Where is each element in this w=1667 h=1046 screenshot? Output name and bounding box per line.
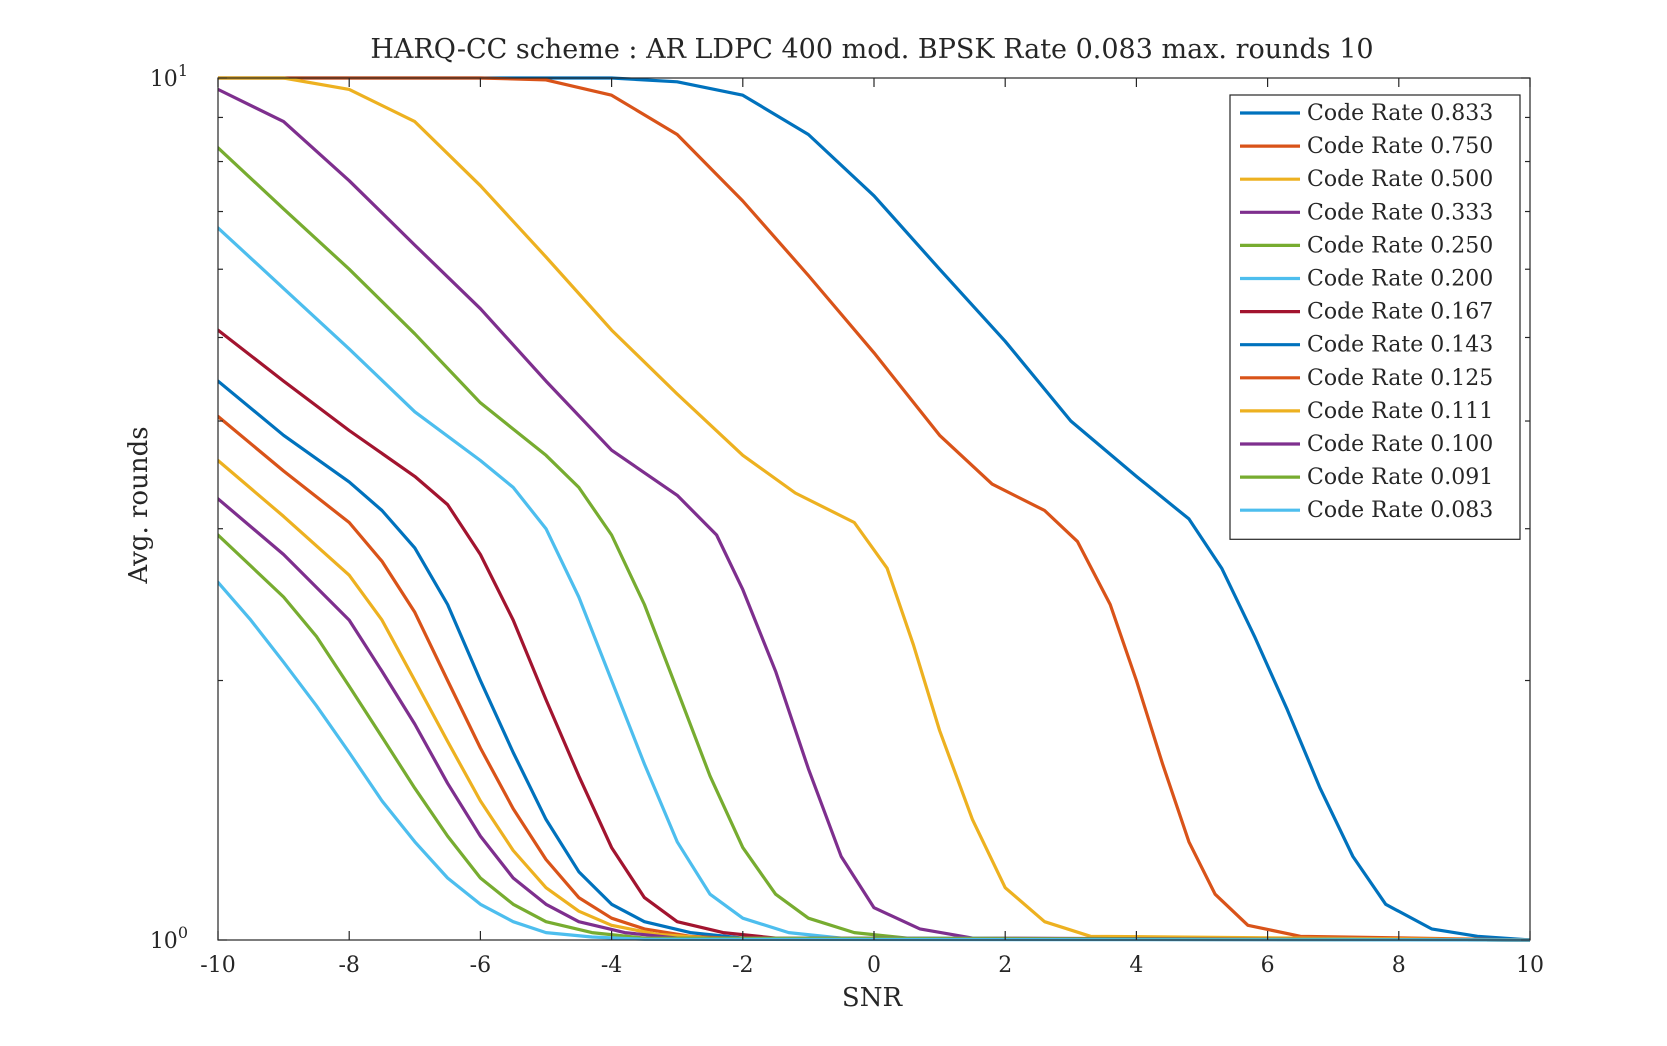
legend-label: Code Rate 0.250	[1307, 233, 1493, 258]
legend-entry: Code Rate 0.100	[1240, 432, 1493, 457]
legend-label: Code Rate 0.333	[1307, 200, 1493, 225]
legend-label: Code Rate 0.091	[1307, 465, 1493, 490]
x-tick-label: 2	[998, 953, 1012, 978]
series-line-12	[218, 533, 1530, 942]
series-line-13	[218, 580, 1530, 942]
legend-label: Code Rate 0.750	[1307, 134, 1493, 159]
legend-label: Code Rate 0.200	[1307, 267, 1493, 292]
y-axis-label: Avg. rounds	[124, 426, 154, 584]
series-line-2	[218, 76, 1530, 942]
x-axis-label: SNR	[842, 983, 904, 1013]
y-tick-base: 10	[150, 67, 178, 92]
legend: Code Rate 0.833 Code Rate 0.750 Code Rate …	[1229, 94, 1521, 540]
series-line-11	[218, 497, 1530, 942]
legend-entry: Code Rate 0.833	[1240, 101, 1493, 126]
series-line-1	[218, 76, 1530, 942]
legend-entry: Code Rate 0.125	[1240, 366, 1493, 391]
x-tick-label: 4	[1129, 953, 1143, 978]
legend-label: Code Rate 0.125	[1307, 366, 1493, 391]
legend-entry: Code Rate 0.143	[1240, 333, 1493, 358]
legend-label: Code Rate 0.100	[1307, 432, 1493, 457]
series-lines	[218, 76, 1530, 942]
legend-entry: Code Rate 0.083	[1240, 498, 1493, 523]
legend-entry: Code Rate 0.750	[1240, 134, 1493, 159]
x-tick-label: -6	[470, 953, 491, 978]
series-line-5	[218, 146, 1530, 942]
x-tick-label: -8	[338, 953, 359, 978]
series-line-10	[218, 458, 1530, 942]
series-line-4	[218, 87, 1530, 942]
x-tick-label: -2	[732, 953, 753, 978]
x-tick-label: 8	[1392, 953, 1406, 978]
series-line-7	[218, 328, 1530, 942]
series-line-6	[218, 226, 1530, 942]
legend-entry: Code Rate 0.500	[1240, 167, 1493, 192]
legend-entry: Code Rate 0.091	[1240, 465, 1493, 490]
legend-entry: Code Rate 0.250	[1240, 233, 1493, 258]
x-tick-label: 6	[1261, 953, 1275, 978]
x-tick-label: -10	[200, 953, 235, 978]
legend-label: Code Rate 0.500	[1307, 167, 1493, 192]
series-line-9	[218, 414, 1530, 942]
legend-label: Code Rate 0.083	[1307, 498, 1493, 523]
x-tick-label: 0	[867, 953, 881, 978]
y-tick-exponent: 0	[178, 923, 188, 942]
chart-title: HARQ-CC scheme : AR LDPC 400 mod. BPSK R…	[370, 34, 1373, 65]
legend-label: Code Rate 0.143	[1307, 333, 1493, 358]
legend-label: Code Rate 0.167	[1307, 300, 1493, 325]
x-tick-label: -4	[601, 953, 622, 978]
series-line-8	[218, 379, 1530, 942]
legend-label: Code Rate 0.111	[1307, 399, 1493, 424]
legend-entry: Code Rate 0.200	[1240, 267, 1493, 292]
legend-label: Code Rate 0.833	[1307, 101, 1493, 126]
legend-entry: Code Rate 0.333	[1240, 200, 1493, 225]
series-line-3	[218, 76, 1530, 942]
y-tick-label: 100	[150, 923, 188, 954]
y-tick-base: 10	[150, 929, 178, 954]
legend-box	[1229, 94, 1521, 540]
y-tick-exponent: 1	[178, 61, 188, 80]
legend-entry: Code Rate 0.167	[1240, 300, 1493, 325]
legend-entry: Code Rate 0.111	[1240, 399, 1493, 424]
x-tick-label: 10	[1516, 953, 1544, 978]
y-tick-label: 101	[150, 61, 188, 92]
